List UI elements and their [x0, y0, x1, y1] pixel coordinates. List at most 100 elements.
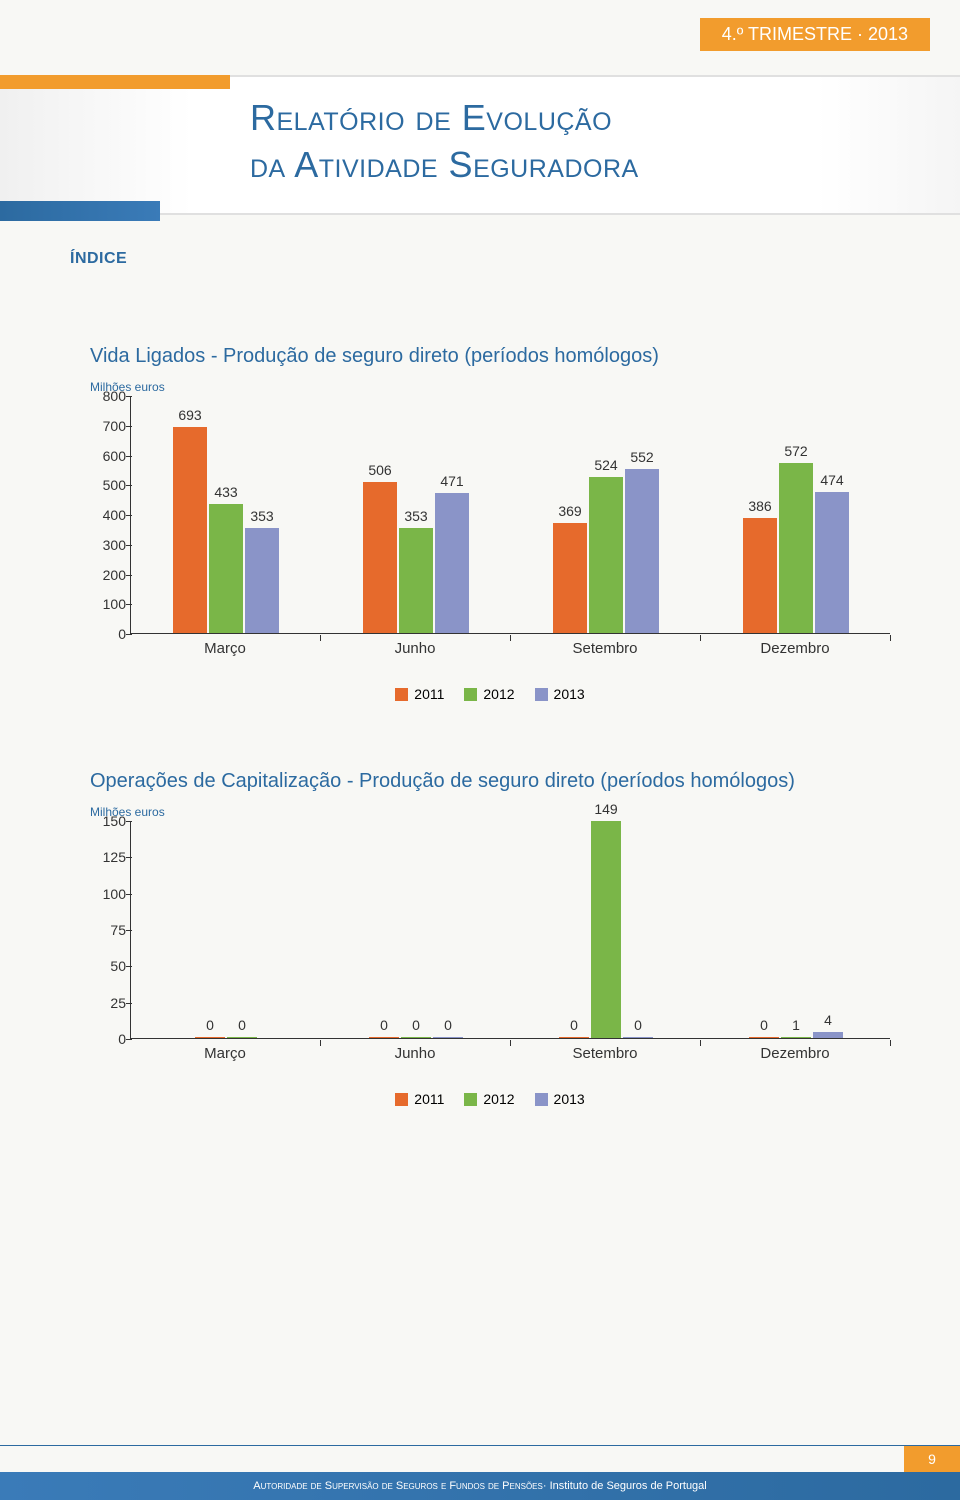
legend-item: 2012 [464, 1091, 514, 1107]
bar: 353 [399, 528, 433, 633]
y-tick-label: 50 [90, 958, 126, 974]
bar-value-label: 0 [380, 1017, 388, 1033]
bar: 0 [749, 1037, 779, 1038]
legend-swatch [535, 1093, 548, 1106]
y-tick-label: 400 [90, 507, 126, 523]
x-category-label: Setembro [572, 640, 637, 657]
y-tick-mark [126, 1039, 132, 1040]
chart1-y-axis: 0100200300400500600700800 [90, 396, 126, 634]
bar-value-label: 471 [440, 473, 463, 489]
x-tick-mark [320, 635, 321, 641]
chart1-x-axis: Março Junho Setembro Dezembro [130, 636, 890, 658]
legend-item: 2011 [395, 1091, 444, 1107]
legend-swatch [395, 1093, 408, 1106]
chart2-plot: 0000001490014 [130, 821, 890, 1039]
bar-value-label: 386 [748, 498, 771, 514]
y-tick-label: 200 [90, 567, 126, 583]
legend-label: 2012 [483, 686, 514, 702]
x-tick-mark [320, 1040, 321, 1046]
bar-value-label: 353 [404, 508, 427, 524]
footer-institute: · Instituto de Seguros de Portugal [543, 1480, 707, 1492]
legend-swatch [535, 688, 548, 701]
bar-group: 014 [749, 1032, 843, 1038]
footer-bar: Autoridade de Supervisão de Seguros e Fu… [0, 1472, 960, 1500]
bar-value-label: 474 [820, 472, 843, 488]
bar-value-label: 0 [760, 1017, 768, 1033]
bar-value-label: 1 [792, 1017, 800, 1033]
bar-value-label: 0 [206, 1017, 214, 1033]
y-tick-label: 600 [90, 448, 126, 464]
chart-vida-ligados: Vida Ligados - Produção de seguro direto… [90, 345, 890, 706]
legend-label: 2011 [414, 686, 444, 702]
bar-value-label: 0 [570, 1017, 578, 1033]
y-tick-label: 100 [90, 596, 126, 612]
bar: 552 [625, 469, 659, 633]
chart-capitalizacao: Operações de Capitalização - Produção de… [90, 770, 890, 1111]
legend-item: 2011 [395, 686, 444, 702]
x-tick-mark [890, 1040, 891, 1046]
bar-value-label: 572 [784, 443, 807, 459]
bar: 353 [245, 528, 279, 633]
bar: 474 [815, 492, 849, 633]
x-tick-mark [700, 1040, 701, 1046]
chart2-title: Operações de Capitalização - Produção de… [90, 770, 890, 793]
y-tick-label: 500 [90, 477, 126, 493]
bar-group: 369524552 [553, 469, 659, 633]
bar: 369 [553, 523, 587, 633]
bar: 0 [227, 1037, 257, 1038]
bar-value-label: 149 [594, 801, 617, 817]
title-block: Relatório de Evolução da Atividade Segur… [0, 75, 960, 215]
chart2-area: 0255075100125150 0000001490014 MarçoJunh… [130, 821, 890, 1061]
bar: 572 [779, 463, 813, 633]
bar-value-label: 693 [178, 407, 201, 423]
y-tick-label: 75 [90, 922, 126, 938]
y-tick-mark [126, 634, 132, 635]
bar: 4 [813, 1032, 843, 1038]
y-tick-label: 125 [90, 849, 126, 865]
chart1-area: 0100200300400500600700800 69343335350635… [130, 396, 890, 656]
y-tick-label: 800 [90, 388, 126, 404]
y-tick-label: 0 [90, 626, 126, 642]
legend-item: 2012 [464, 686, 514, 702]
x-tick-mark [700, 635, 701, 641]
bar-value-label: 552 [630, 449, 653, 465]
bar-group: 693433353 [173, 427, 279, 633]
chart2-legend: 2011 2012 2013 [90, 1091, 890, 1111]
legend-item: 2013 [535, 1091, 585, 1107]
indice-link[interactable]: ÍNDICE [70, 250, 127, 268]
bar-group: 386572474 [743, 463, 849, 633]
bar-value-label: 524 [594, 457, 617, 473]
x-category-label: Setembro [572, 1045, 637, 1062]
chart2-units: Milhões euros [90, 805, 890, 819]
legend-swatch [464, 1093, 477, 1106]
accent-orange [0, 75, 230, 89]
bar-group: 000 [369, 1037, 463, 1038]
bar: 0 [195, 1037, 225, 1038]
legend-label: 2013 [554, 686, 585, 702]
x-category-label: Junho [395, 1045, 436, 1062]
bar-group: 01490 [559, 821, 653, 1038]
x-category-label: Junho [395, 640, 436, 657]
chart2-x-axis: MarçoJunhoSetembroDezembro [130, 1041, 890, 1063]
bar-value-label: 0 [634, 1017, 642, 1033]
bar: 0 [623, 1037, 653, 1038]
x-category-label: Março [204, 640, 246, 657]
x-tick-mark [510, 1040, 511, 1046]
bar-value-label: 506 [368, 462, 391, 478]
y-tick-label: 100 [90, 886, 126, 902]
y-tick-label: 0 [90, 1031, 126, 1047]
bar-group: 00 [195, 1037, 257, 1038]
bar-value-label: 0 [412, 1017, 420, 1033]
x-category-label: Dezembro [760, 640, 829, 657]
footer-authority: Autoridade de Supervisão de Seguros e Fu… [253, 1480, 543, 1492]
accent-blue [0, 201, 160, 221]
x-category-label: Março [204, 1045, 246, 1062]
y-tick-label: 700 [90, 418, 126, 434]
bar: 0 [433, 1037, 463, 1038]
y-tick-label: 300 [90, 537, 126, 553]
bar-value-label: 353 [250, 508, 273, 524]
quarter-banner: 4.º TRIMESTRE · 2013 [700, 18, 930, 51]
bar-value-label: 369 [558, 503, 581, 519]
title-line-2: da Atividade Seguradora [250, 144, 639, 185]
chart1-title: Vida Ligados - Produção de seguro direto… [90, 345, 890, 368]
